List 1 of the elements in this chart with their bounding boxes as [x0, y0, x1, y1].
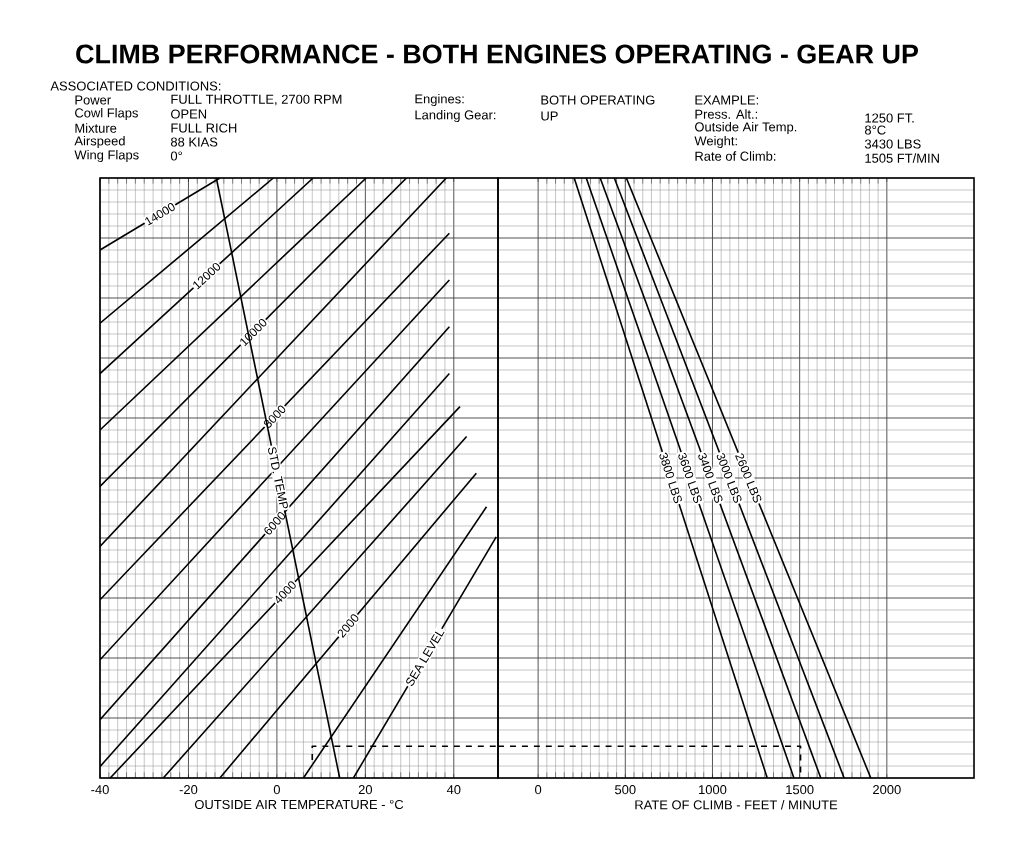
chart-title: CLIMB PERFORMANCE - BOTH ENGINES OPERATING - GEAR UP: [76, 44, 918, 64]
